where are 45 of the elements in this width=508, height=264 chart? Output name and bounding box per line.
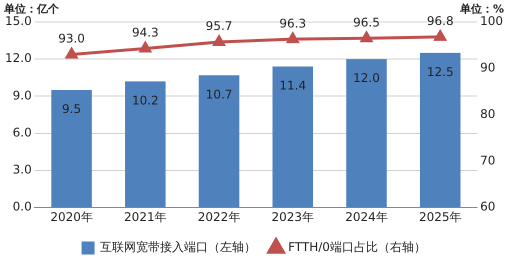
data-label: 10.7 — [206, 87, 232, 102]
data-label: 94.3 — [132, 26, 159, 40]
legend-label: 互联网宽带接入端口（左轴） — [100, 240, 256, 254]
data-label: 10.2 — [132, 94, 159, 108]
bar — [51, 90, 92, 208]
point — [434, 30, 446, 41]
y2-tick-label: 90 — [480, 60, 496, 75]
point — [286, 32, 299, 44]
y-tick-label: 0.0 — [12, 200, 32, 214]
bar — [198, 75, 240, 208]
y2-tick-label: 80 — [480, 106, 496, 121]
legend-label: FTTH/0端口占比（右轴） — [288, 240, 426, 254]
y-tick-label: 9.0 — [12, 88, 32, 102]
point — [139, 42, 152, 52]
y2-tick-label: 70 — [480, 153, 496, 168]
data-label: 96.5 — [353, 15, 380, 30]
data-label: 95.7 — [206, 19, 232, 34]
y-tick-label: 6.0 — [12, 125, 32, 140]
x-tick-label: 2025年 — [418, 210, 462, 224]
data-label: 93.0 — [58, 32, 85, 46]
data-label: 11.4 — [279, 78, 306, 93]
point — [213, 35, 225, 46]
bar — [420, 52, 461, 208]
data-label: 12.0 — [353, 71, 380, 86]
bar — [346, 59, 387, 208]
x-tick-label: 2021年 — [124, 210, 167, 224]
y2-tick-label: 60 — [480, 200, 496, 214]
y-tick-label: 12.0 — [5, 51, 32, 66]
bar — [125, 81, 166, 208]
y-tick-label: 15.0 — [5, 14, 32, 28]
data-label: 9.5 — [62, 102, 82, 116]
x-tick-label: 2020年 — [50, 210, 93, 224]
y2-tick-label: 100 — [480, 14, 503, 28]
x-tick-label: 2023年 — [272, 210, 314, 224]
y-axis-title: 单位：亿个 — [3, 2, 60, 16]
point — [360, 32, 372, 42]
data-label: 96.3 — [279, 16, 306, 30]
data-label: 12.5 — [426, 65, 454, 80]
bar — [272, 66, 314, 208]
point — [66, 48, 78, 58]
x-tick-label: 2024年 — [345, 210, 388, 224]
y2-axis-title: 单位：% — [458, 2, 504, 16]
y-tick-label: 3.0 — [12, 162, 32, 177]
x-tick-label: 2022年 — [198, 210, 240, 224]
data-label: 96.8 — [426, 14, 454, 28]
